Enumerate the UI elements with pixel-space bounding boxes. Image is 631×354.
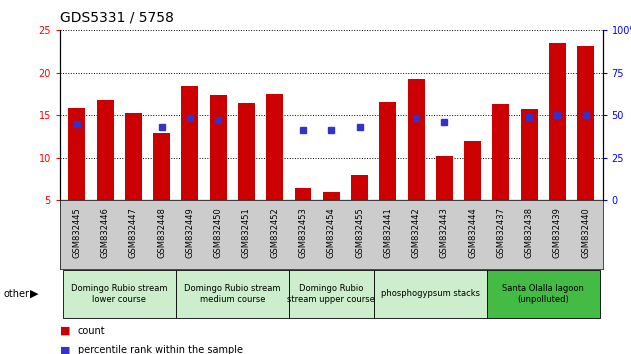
Bar (577, 46, 594, 200)
Text: GSM832439: GSM832439 (553, 207, 562, 258)
Text: GSM832443: GSM832443 (440, 207, 449, 258)
Bar (125, 113, 142, 200)
Text: GSM832444: GSM832444 (468, 207, 477, 258)
Bar (266, 94, 283, 200)
Text: GSM832440: GSM832440 (581, 207, 590, 258)
Bar (408, 79, 425, 200)
Bar (238, 103, 255, 200)
Bar (97, 100, 114, 200)
Bar (62, 270, 176, 318)
Text: GSM832442: GSM832442 (411, 207, 421, 258)
Text: ■: ■ (60, 346, 71, 354)
Bar (209, 95, 227, 200)
Text: percentile rank within the sample: percentile rank within the sample (78, 346, 242, 354)
Text: other: other (3, 289, 29, 299)
Bar (379, 102, 396, 200)
Text: count: count (78, 326, 105, 336)
Bar (153, 133, 170, 200)
Bar (374, 270, 487, 318)
Text: GSM832453: GSM832453 (298, 207, 307, 258)
Text: GSM832449: GSM832449 (186, 207, 194, 258)
Bar (323, 192, 339, 200)
Text: Domingo Rubio
stream upper course: Domingo Rubio stream upper course (287, 284, 375, 303)
Text: GSM832441: GSM832441 (383, 207, 392, 258)
Text: GSM832455: GSM832455 (355, 207, 364, 258)
Bar (521, 109, 538, 200)
Bar (464, 141, 481, 200)
Bar (289, 270, 374, 318)
Text: GSM832451: GSM832451 (242, 207, 251, 258)
Text: Domingo Rubio stream
medium course: Domingo Rubio stream medium course (184, 284, 281, 303)
Text: ■: ■ (60, 326, 71, 336)
Text: GSM832447: GSM832447 (129, 207, 138, 258)
Text: GSM832445: GSM832445 (73, 207, 81, 258)
Text: Santa Olalla lagoon
(unpolluted): Santa Olalla lagoon (unpolluted) (502, 284, 584, 303)
Text: GSM832446: GSM832446 (101, 207, 110, 258)
Text: GSM832438: GSM832438 (524, 207, 534, 258)
Bar (176, 270, 289, 318)
Bar (182, 86, 198, 200)
Bar (351, 175, 368, 200)
Bar (295, 188, 312, 200)
Text: GSM832448: GSM832448 (157, 207, 166, 258)
Text: GSM832450: GSM832450 (214, 207, 223, 258)
Bar (436, 156, 453, 200)
Bar (549, 43, 566, 200)
Text: GSM832454: GSM832454 (327, 207, 336, 258)
Bar (492, 104, 509, 200)
Text: phosphogypsum stacks: phosphogypsum stacks (380, 289, 480, 298)
Text: ▶: ▶ (30, 289, 38, 299)
Text: GSM832452: GSM832452 (270, 207, 280, 258)
Text: GSM832437: GSM832437 (497, 207, 505, 258)
Bar (68, 108, 85, 200)
Bar (487, 270, 600, 318)
Text: Domingo Rubio stream
lower course: Domingo Rubio stream lower course (71, 284, 168, 303)
Text: GDS5331 / 5758: GDS5331 / 5758 (60, 11, 174, 25)
